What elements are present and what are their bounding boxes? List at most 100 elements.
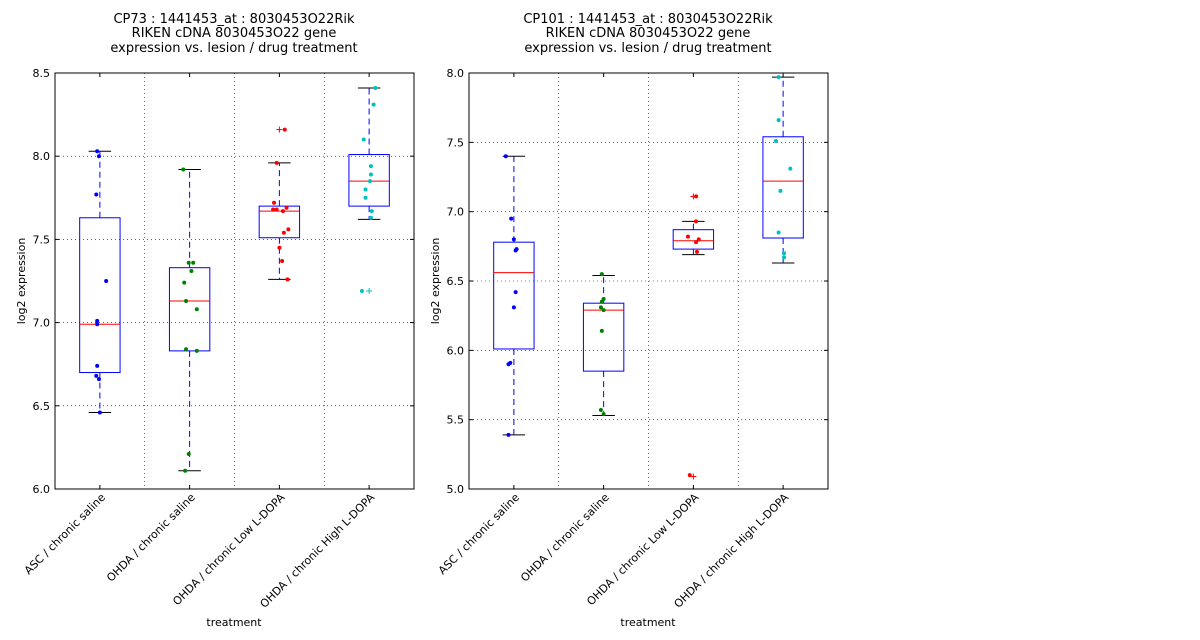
- data-point: [282, 127, 287, 132]
- data-point: [598, 407, 603, 412]
- data-point: [511, 237, 516, 242]
- data-point: [186, 260, 191, 265]
- data-point: [503, 154, 508, 159]
- x-tick-label: ASC / chronic saline: [436, 491, 522, 577]
- data-point: [599, 299, 604, 304]
- data-point: [368, 164, 373, 169]
- data-point: [280, 259, 285, 264]
- data-point: [694, 219, 699, 224]
- data-point: [598, 305, 603, 310]
- y-tick-label: 6.0: [33, 483, 51, 496]
- box-iqr: [672, 229, 715, 250]
- y-tick-label: 7.5: [33, 233, 51, 246]
- data-point: [281, 230, 286, 235]
- plot-frame: [468, 72, 829, 490]
- chart-cp101: CP101 : 1441453_at : 8030453O22Rik RIKEN…: [429, 12, 829, 629]
- data-point: [277, 245, 282, 250]
- data-point: [696, 237, 701, 242]
- chart-title-line-3: expression vs. lesion / drug treatment: [524, 41, 771, 56]
- chart-title-line-2: RIKEN cDNA 8030453O22 gene: [546, 26, 751, 41]
- x-tick-label: OHDA / chronic saline: [518, 491, 612, 585]
- data-point: [363, 187, 368, 192]
- data-point: [94, 192, 99, 197]
- y-tick-label: 5.0: [447, 483, 465, 496]
- data-point: [511, 305, 516, 310]
- data-point: [285, 277, 290, 282]
- y-tick-label: 5.5: [447, 414, 465, 427]
- plot-frame: [54, 72, 415, 490]
- data-point: [182, 280, 187, 285]
- data-point: [271, 207, 276, 212]
- chart-title-line-3: expression vs. lesion / drug treatment: [110, 41, 357, 56]
- data-point: [601, 412, 606, 417]
- box-iqr: [348, 154, 390, 207]
- x-axis-label: treatment: [206, 616, 262, 629]
- data-point: [95, 149, 100, 154]
- data-point: [776, 75, 781, 80]
- outlier-marker: [276, 126, 283, 133]
- x-tick-label: ASC / chronic saline: [22, 491, 108, 577]
- data-point: [506, 432, 511, 437]
- data-point: [694, 249, 699, 254]
- data-point: [506, 362, 511, 367]
- data-point: [776, 230, 781, 235]
- data-point: [371, 102, 376, 107]
- data-point: [788, 166, 793, 171]
- box-iqr: [762, 136, 804, 239]
- data-point: [191, 260, 196, 265]
- data-point: [181, 167, 186, 172]
- chart-cp73: CP73 : 1441453_at : 8030453O22Rik RIKEN …: [15, 12, 415, 629]
- outlier-marker: [366, 287, 373, 294]
- box-iqr: [258, 205, 301, 239]
- data-point: [368, 215, 373, 220]
- data-point: [361, 137, 366, 142]
- chart-title-line-2: RIKEN cDNA 8030453O22 gene: [132, 26, 337, 41]
- y-tick-label: 6.0: [447, 344, 465, 357]
- data-point: [194, 348, 199, 353]
- data-point: [95, 322, 100, 327]
- data-point: [363, 195, 368, 200]
- y-tick-label: 7.0: [447, 206, 465, 219]
- y-tick-label: 7.0: [33, 317, 51, 330]
- data-point: [97, 410, 102, 415]
- data-point: [94, 373, 99, 378]
- data-point: [601, 308, 606, 313]
- chart-title-line-1: CP73 : 1441453_at : 8030453O22Rik: [113, 12, 355, 27]
- y-tick-label: 8.0: [33, 150, 51, 163]
- x-tick-label: OHDA / chronic saline: [104, 491, 198, 585]
- data-point: [184, 298, 189, 303]
- data-point: [274, 207, 279, 212]
- data-point: [274, 160, 279, 165]
- y-tick-label: 8.5: [33, 67, 51, 80]
- data-point: [782, 251, 787, 256]
- data-point: [186, 452, 191, 457]
- data-point: [776, 118, 781, 123]
- box-iqr: [493, 241, 535, 350]
- data-point: [368, 172, 373, 177]
- y-tick-label: 6.5: [447, 275, 465, 288]
- data-point: [280, 209, 285, 214]
- data-point: [599, 328, 604, 333]
- data-point: [694, 240, 699, 245]
- y-tick-label: 6.5: [33, 400, 51, 413]
- data-point: [687, 473, 692, 478]
- x-axis-label: treatment: [620, 616, 676, 629]
- data-point: [773, 138, 778, 143]
- data-point: [284, 205, 289, 210]
- data-point: [183, 468, 188, 473]
- data-point: [104, 279, 109, 283]
- data-point: [184, 347, 189, 352]
- y-tick-label: 7.5: [447, 136, 465, 149]
- y-tick-label: 8.0: [447, 67, 465, 80]
- data-point: [685, 234, 690, 239]
- data-point: [286, 227, 291, 232]
- data-point: [194, 307, 199, 312]
- chart-title-line-1: CP101 : 1441453_at : 8030453O22Rik: [523, 12, 773, 27]
- data-point: [369, 209, 374, 214]
- data-point: [373, 85, 378, 90]
- outlier-marker: [690, 473, 697, 480]
- data-point: [778, 188, 783, 193]
- data-point: [782, 255, 787, 260]
- data-point: [95, 363, 100, 368]
- y-axis-label: log2 expression: [15, 238, 28, 325]
